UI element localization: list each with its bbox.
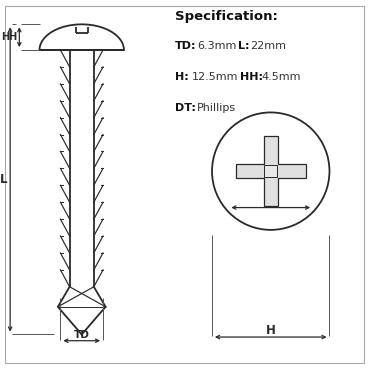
Text: DT: DT bbox=[263, 195, 279, 205]
Polygon shape bbox=[39, 24, 124, 50]
Text: 6.3mm: 6.3mm bbox=[197, 41, 237, 51]
Text: TD:: TD: bbox=[175, 41, 197, 51]
FancyBboxPatch shape bbox=[264, 165, 277, 177]
Text: H: H bbox=[266, 324, 276, 337]
Text: Specification:: Specification: bbox=[175, 10, 278, 23]
Text: 4.5mm: 4.5mm bbox=[262, 72, 301, 82]
Text: L: L bbox=[0, 173, 7, 186]
Text: 22mm: 22mm bbox=[251, 41, 287, 51]
Text: Phillips: Phillips bbox=[197, 103, 237, 113]
Text: DT:: DT: bbox=[175, 103, 196, 113]
Text: 12.5mm: 12.5mm bbox=[192, 72, 238, 82]
Polygon shape bbox=[236, 136, 305, 206]
Text: HH:: HH: bbox=[240, 72, 262, 82]
Text: HH: HH bbox=[1, 32, 17, 42]
Text: H:: H: bbox=[175, 72, 189, 82]
Text: L:: L: bbox=[238, 41, 249, 51]
Text: TD: TD bbox=[74, 330, 90, 340]
Circle shape bbox=[212, 113, 329, 230]
